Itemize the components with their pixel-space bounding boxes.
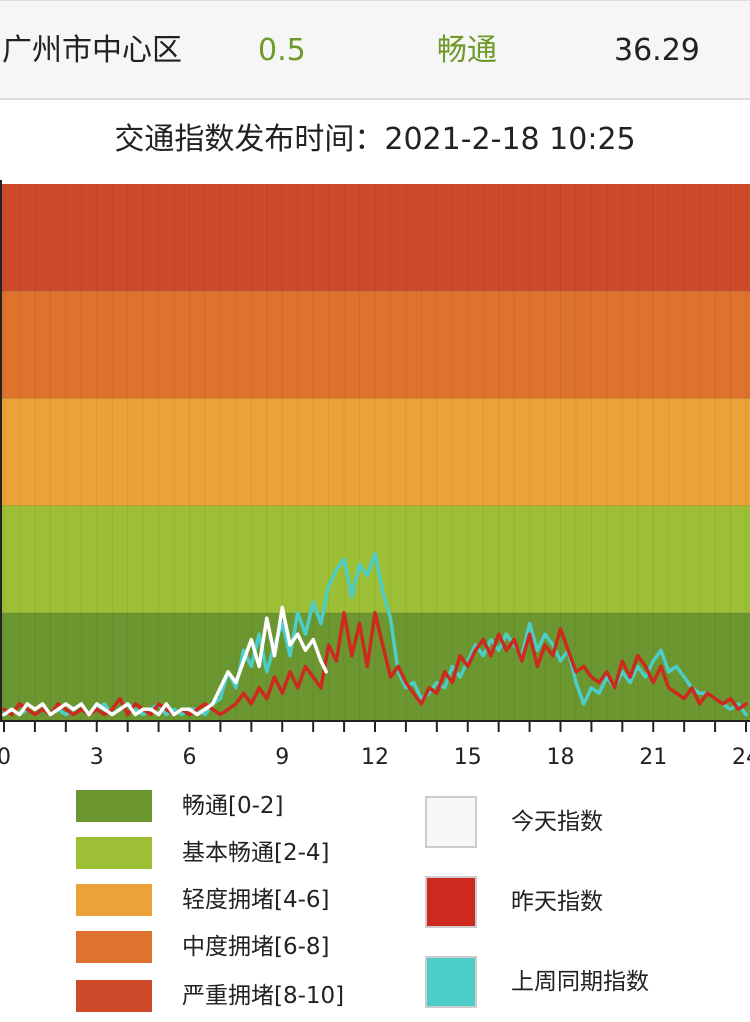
legend-label: 今天指数 [511,809,603,835]
legend-label: 严重拥堵[8-10] [182,983,345,1009]
legend-swatch [76,884,152,916]
publish-time-value: 2021-2-18 10:25 [384,122,636,157]
x-axis: 0 3 6 9 12 15 18 21 24 [0,720,750,770]
band-6-8 [0,291,750,399]
legend-swatch [76,837,152,869]
x-tick-label: 21 [639,745,667,770]
series-lines [2,552,748,717]
area-name: 广州市中心区 [2,33,182,68]
legend-swatch [425,796,477,848]
x-tick-label: 12 [361,745,389,770]
x-tick-label: 0 [0,745,11,770]
legend-swatch [425,956,477,1008]
publish-time: 交通指数发布时间：2021-2-18 10:25 [0,118,750,162]
x-tick-label: 24 [732,745,750,770]
x-tick-label: 6 [183,745,197,770]
legend-label: 基本畅通[2-4] [182,840,330,866]
legend-swatch [76,931,152,963]
band-8-10 [0,184,750,292]
legend-label: 昨天指数 [511,889,603,915]
area-summary-bar: 广州市中心区 0.5 畅通 36.29 [0,0,750,100]
grid-lines [0,180,750,720]
x-tick-label: 18 [547,745,575,770]
legend: 畅通[0-2] 基本畅通[2-4] 轻度拥堵[4-6] 中度拥堵[6-8] 严重… [0,780,750,1022]
legend-swatch [76,790,152,822]
average-speed-value: 36.29 [614,33,700,68]
traffic-index-value: 0.5 [258,33,306,68]
publish-time-label: 交通指数发布时间： [114,122,385,157]
x-tick-label: 3 [90,745,104,770]
legend-label: 轻度拥堵[4-6] [182,887,330,913]
traffic-status: 畅通 [437,33,497,68]
series-yesterday-line [2,611,748,717]
legend-swatch [76,980,152,1012]
legend-label: 中度拥堵[6-8] [182,934,330,960]
legend-label: 畅通[0-2] [182,793,284,819]
legend-swatch [425,876,477,928]
series-today-line [2,605,328,717]
legend-label: 上周同期指数 [511,969,649,995]
x-tick-label: 9 [275,745,289,770]
band-4-6 [0,398,750,506]
x-tick-label: 15 [454,745,482,770]
traffic-index-chart: 0 3 6 9 12 15 18 21 24 [0,180,750,770]
